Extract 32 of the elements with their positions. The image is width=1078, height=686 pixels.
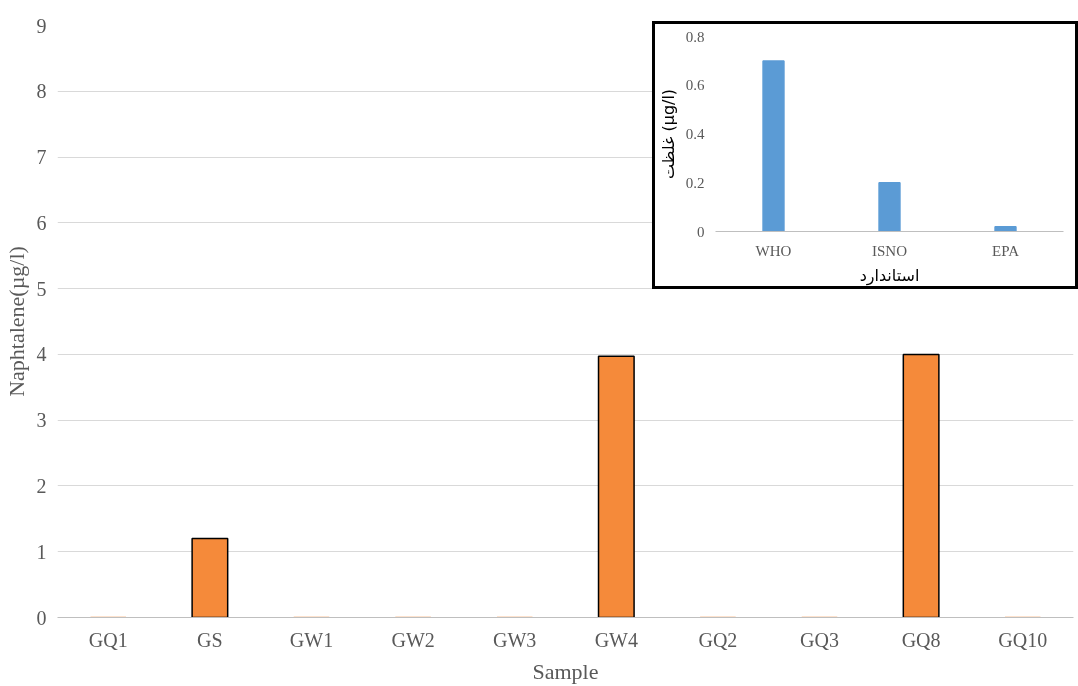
x-tick-label: GW4 bbox=[594, 628, 638, 651]
y-tick-label: 0.2 bbox=[685, 174, 705, 191]
y-tick-label: 5 bbox=[36, 277, 47, 300]
x-tick-label: GW1 bbox=[289, 628, 334, 651]
y-tick-label: 1 bbox=[36, 540, 47, 563]
x-tick-label: ISNO bbox=[872, 242, 908, 259]
x-tick-label: WHO bbox=[755, 242, 792, 259]
x-axis-title: Sample bbox=[532, 658, 599, 684]
y-tick-label: 0.8 bbox=[685, 28, 705, 45]
x-tick-label: EPA bbox=[992, 242, 1020, 259]
y-tick-label: 7 bbox=[36, 146, 47, 169]
y-tick-label: 0 bbox=[697, 223, 705, 240]
x-tick-label: GQ10 bbox=[998, 628, 1048, 651]
y-axis-title: Naphtalene(µg/l) bbox=[3, 246, 29, 397]
y-tick-label: 2 bbox=[36, 474, 47, 497]
y-tick-label: 0.6 bbox=[685, 77, 705, 94]
y-tick-label: 0 bbox=[36, 606, 47, 629]
x-tick-label: GS bbox=[197, 628, 223, 651]
y-tick-label: 8 bbox=[36, 80, 47, 103]
y-tick-label: 6 bbox=[36, 211, 47, 234]
x-axis-title: استاندارد bbox=[859, 265, 920, 286]
y-axis-title: غلظت (µg/l) bbox=[658, 88, 678, 180]
x-tick-label: GQ1 bbox=[88, 628, 128, 651]
x-tick-label: GW2 bbox=[391, 628, 435, 651]
x-tick-label: GQ2 bbox=[698, 628, 738, 651]
x-tick-label: GQ8 bbox=[901, 628, 941, 651]
y-tick-label: 0.4 bbox=[685, 126, 705, 142]
y-tick-label: 9 bbox=[36, 14, 47, 37]
x-tick-label: GQ3 bbox=[800, 628, 839, 651]
x-tick-label: GW3 bbox=[493, 628, 537, 651]
y-tick-label: 3 bbox=[36, 409, 47, 432]
y-tick-label: 4 bbox=[36, 343, 47, 366]
